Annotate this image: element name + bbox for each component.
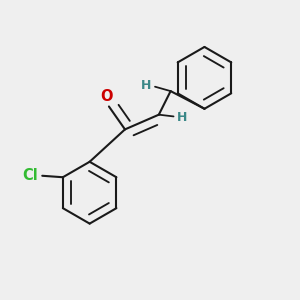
Text: H: H xyxy=(177,110,188,124)
Text: H: H xyxy=(141,79,152,92)
Text: O: O xyxy=(100,88,113,104)
Text: Cl: Cl xyxy=(22,168,38,183)
